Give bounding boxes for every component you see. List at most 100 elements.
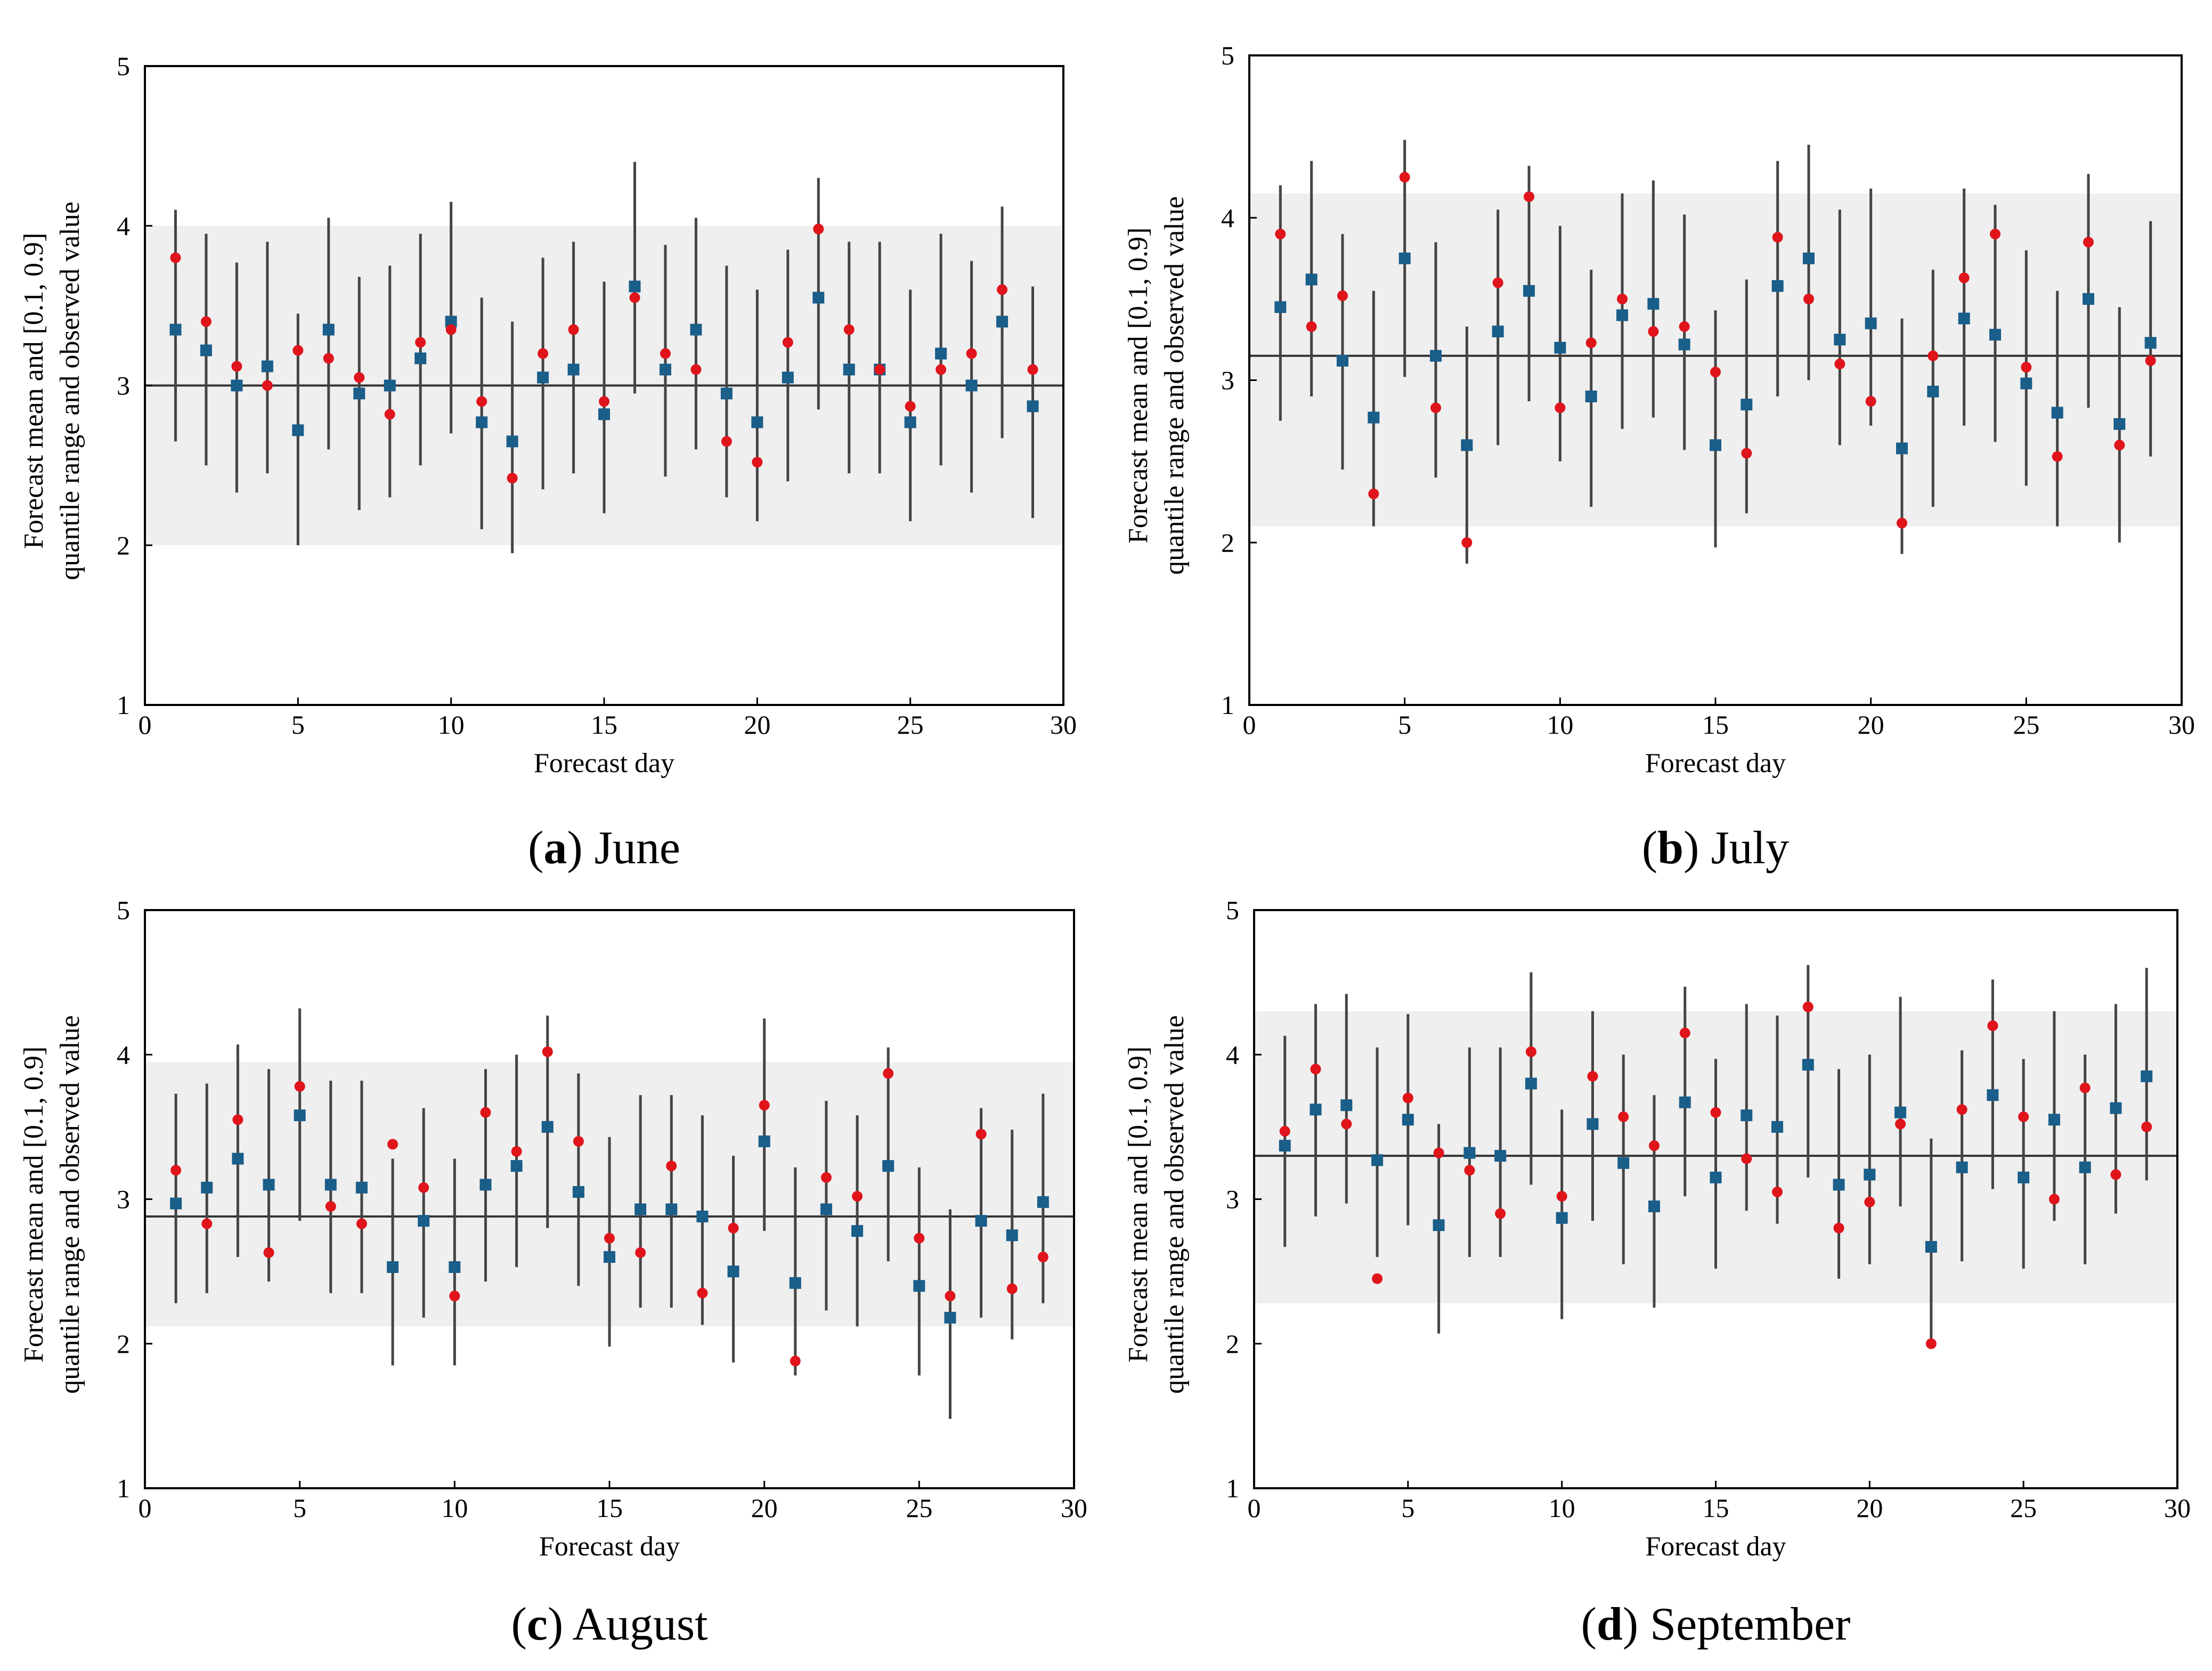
caption-open-paren: ( — [511, 1599, 526, 1650]
forecast-mean-point — [1710, 1171, 1722, 1183]
caption-close-paren: ) — [1623, 1599, 1650, 1650]
x-tick-label: 25 — [2010, 1493, 2037, 1523]
caption-letter: a — [543, 822, 567, 874]
observed-value-point — [966, 348, 977, 359]
forecast-mean-point — [2110, 1102, 2122, 1114]
observed-value-point — [813, 223, 824, 234]
observed-value-point — [1402, 1092, 1413, 1104]
forecast-mean-point — [479, 1179, 492, 1191]
x-tick-label: 20 — [751, 1493, 778, 1523]
x-axis-title: Forecast day — [1645, 748, 1786, 778]
y-axis-title-line2: quantile range and observed value — [1159, 196, 1190, 574]
observed-value-point — [1461, 537, 1473, 548]
observed-value-point — [1710, 1107, 1721, 1118]
observed-value-point — [1741, 1153, 1752, 1164]
x-tick-label: 10 — [441, 1493, 468, 1523]
observed-value-point — [1306, 321, 1317, 332]
forecast-mean-point — [782, 371, 794, 384]
forecast-mean-point — [414, 352, 427, 364]
observed-value-point — [629, 292, 640, 303]
forecast-mean-point — [1865, 317, 1877, 329]
x-tick-label: 15 — [1702, 710, 1729, 740]
forecast-mean-point — [758, 1135, 770, 1147]
observed-value-point — [384, 409, 395, 420]
observed-value-point — [1928, 350, 1939, 361]
observed-value-point — [1834, 359, 1845, 370]
observed-value-point — [1585, 337, 1597, 348]
observed-value-point — [387, 1139, 399, 1150]
forecast-mean-point — [510, 1160, 523, 1172]
observed-value-point — [476, 396, 487, 407]
observed-value-point — [507, 473, 518, 484]
x-tick-label: 0 — [1248, 1493, 1261, 1523]
forecast-mean-point — [965, 379, 978, 392]
y-tick-label: 1 — [117, 1473, 130, 1503]
chart-panel-d: 0 5 10 15 20 25 30 1 2 3 4 5 Forecast day Forecast me… — [1123, 895, 2191, 1650]
y-axis-title-line2: quantile range and observed value — [1159, 1015, 1190, 1393]
forecast-mean-point — [659, 363, 671, 376]
forecast-mean-point — [635, 1203, 647, 1215]
forecast-mean-point — [1710, 439, 1721, 451]
forecast-mean-point — [2144, 337, 2157, 349]
y-tick-label: 4 — [117, 1040, 130, 1069]
forecast-mean-point — [1585, 390, 1597, 402]
forecast-mean-point — [665, 1203, 678, 1215]
caption-open-paren: ( — [528, 822, 543, 874]
forecast-mean-point — [261, 360, 273, 372]
forecast-mean-point — [445, 315, 457, 328]
x-tick-label: 30 — [1050, 710, 1077, 740]
observed-value-point — [1679, 321, 1690, 332]
observed-value-point — [599, 396, 609, 407]
observed-value-point — [905, 401, 916, 412]
forecast-mean-point — [944, 1311, 956, 1324]
forecast-mean-point — [843, 363, 855, 376]
observed-value-point — [263, 1247, 274, 1258]
y-axis-title-line2: quantile range and observed value — [55, 201, 85, 580]
forecast-mean-point — [1647, 298, 1660, 310]
forecast-mean-point — [567, 363, 580, 376]
observed-value-point — [480, 1107, 491, 1118]
forecast-mean-point — [292, 424, 304, 436]
forecast-mean-point — [231, 379, 243, 392]
y-tick-label: 3 — [117, 371, 130, 401]
forecast-mean-point — [1305, 273, 1318, 286]
forecast-mean-point — [629, 280, 641, 293]
forecast-mean-point — [572, 1186, 584, 1198]
observed-value-point — [262, 380, 273, 391]
forecast-mean-point — [355, 1181, 368, 1194]
observed-value-point — [728, 1222, 739, 1234]
observed-value-point — [874, 364, 885, 375]
forecast-mean-point — [975, 1215, 987, 1227]
observed-value-point — [1803, 294, 1814, 305]
forecast-mean-point — [1617, 1157, 1630, 1169]
forecast-mean-point — [696, 1211, 709, 1223]
forecast-mean-point — [1037, 1196, 1049, 1208]
chart-panel-a: 0 5 10 15 20 25 30 1 2 3 4 5 Forecast day Forecast me… — [19, 51, 1077, 874]
observed-value-point — [1772, 1186, 1783, 1197]
observed-value-point — [1958, 272, 1970, 283]
panel-caption: (c) August — [511, 1599, 707, 1650]
y-tick-label: 5 — [1221, 40, 1234, 70]
caption-letter: b — [1657, 822, 1684, 874]
observed-value-point — [1897, 517, 1907, 529]
forecast-mean-point — [1402, 1114, 1414, 1126]
observed-value-point — [170, 1165, 182, 1176]
x-tick-label: 15 — [1703, 1493, 1729, 1523]
chart-panel-c: 0 5 10 15 20 25 30 1 2 3 4 5 Forecast day Forecast me… — [19, 895, 1087, 1650]
forecast-mean-point — [1956, 1161, 1968, 1173]
forecast-mean-point — [170, 1197, 182, 1210]
x-axis-title: Forecast day — [1645, 1531, 1786, 1562]
x-tick-label: 20 — [1856, 1493, 1883, 1523]
y-tick-label: 5 — [117, 51, 130, 81]
y-axis-title-line1: Forecast mean and [0.1, 0.9] — [19, 233, 49, 549]
forecast-mean-point — [2113, 418, 2126, 430]
observed-value-point — [759, 1100, 770, 1111]
observed-value-point — [1372, 1273, 1383, 1284]
y-tick-label: 2 — [1226, 1329, 1239, 1359]
x-tick-label: 10 — [1549, 1493, 1575, 1523]
forecast-mean-point — [1587, 1118, 1599, 1130]
forecast-mean-point — [851, 1225, 864, 1237]
observed-value-point — [852, 1191, 863, 1202]
forecast-mean-point — [789, 1277, 801, 1289]
